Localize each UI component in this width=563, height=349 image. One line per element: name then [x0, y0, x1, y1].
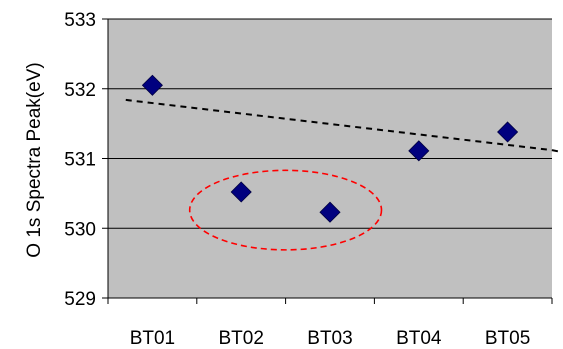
y-tick-label: 529	[64, 289, 96, 310]
gridlines	[108, 18, 552, 229]
trendline-group	[125, 98, 563, 154]
data-points	[141, 74, 519, 223]
y-tick-label: 533	[64, 10, 96, 31]
data-point-bt02	[230, 181, 252, 203]
x-tick-labels: BT01 BT02 BT03 BT04 BT05	[130, 328, 531, 349]
data-point-bt03	[319, 201, 341, 223]
x-tick-label-bt05: BT05	[485, 328, 530, 349]
axes	[102, 18, 553, 304]
x-tick-label-bt03: BT03	[307, 328, 352, 349]
data-point-bt05	[497, 121, 519, 143]
y-tick-label: 530	[64, 219, 96, 240]
y-tick-label: 532	[64, 80, 96, 101]
x-tick-label-bt02: BT02	[218, 328, 263, 349]
annotation-group	[188, 169, 383, 251]
data-point-bt04	[408, 140, 430, 162]
x-tick-label-bt01: BT01	[130, 328, 175, 349]
annotation-ellipse	[188, 169, 383, 251]
trendline-extension	[551, 149, 563, 154]
trendline	[125, 98, 553, 152]
data-point-bt01	[141, 74, 163, 96]
x-tick-label-bt04: BT04	[396, 328, 442, 349]
y-tick-label: 531	[64, 150, 96, 171]
y-tick-labels: 529 530 531 532 533	[64, 10, 96, 310]
y-axis-title: O 1s Spectra Peak(eV)	[24, 62, 45, 257]
